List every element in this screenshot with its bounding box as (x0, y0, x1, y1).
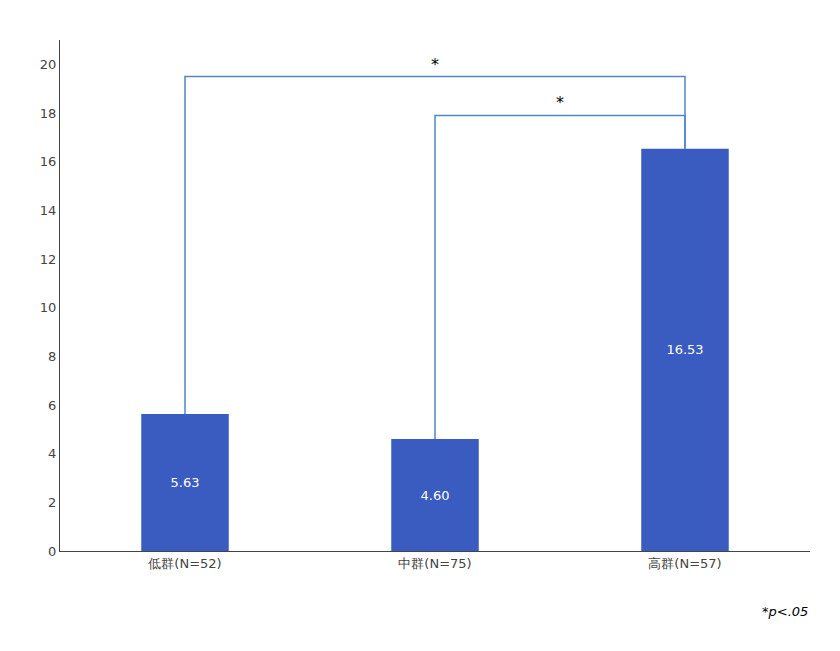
svg-text:14: 14 (40, 203, 57, 218)
svg-text:*: * (431, 55, 439, 74)
svg-text:12: 12 (40, 252, 57, 267)
svg-text:2: 2 (48, 495, 56, 510)
svg-text:18: 18 (40, 106, 57, 121)
svg-text:5.63: 5.63 (171, 475, 200, 490)
svg-text:4.60: 4.60 (421, 488, 450, 503)
svg-text:*: * (556, 93, 564, 112)
svg-text:20: 20 (40, 57, 57, 72)
svg-text:16: 16 (40, 154, 57, 169)
svg-text:低群(N=52): 低群(N=52) (148, 556, 221, 571)
svg-text:8: 8 (48, 349, 56, 364)
svg-text:高群(N=57): 高群(N=57) (648, 556, 721, 571)
svg-text:16.53: 16.53 (666, 342, 703, 357)
svg-text:10: 10 (40, 300, 57, 315)
svg-text:4: 4 (48, 446, 56, 461)
svg-text:中群(N=75): 中群(N=75) (398, 556, 471, 571)
svg-text:*p<.05: *p<.05 (762, 604, 808, 619)
svg-text:6: 6 (48, 398, 56, 413)
svg-text:0: 0 (48, 544, 56, 559)
